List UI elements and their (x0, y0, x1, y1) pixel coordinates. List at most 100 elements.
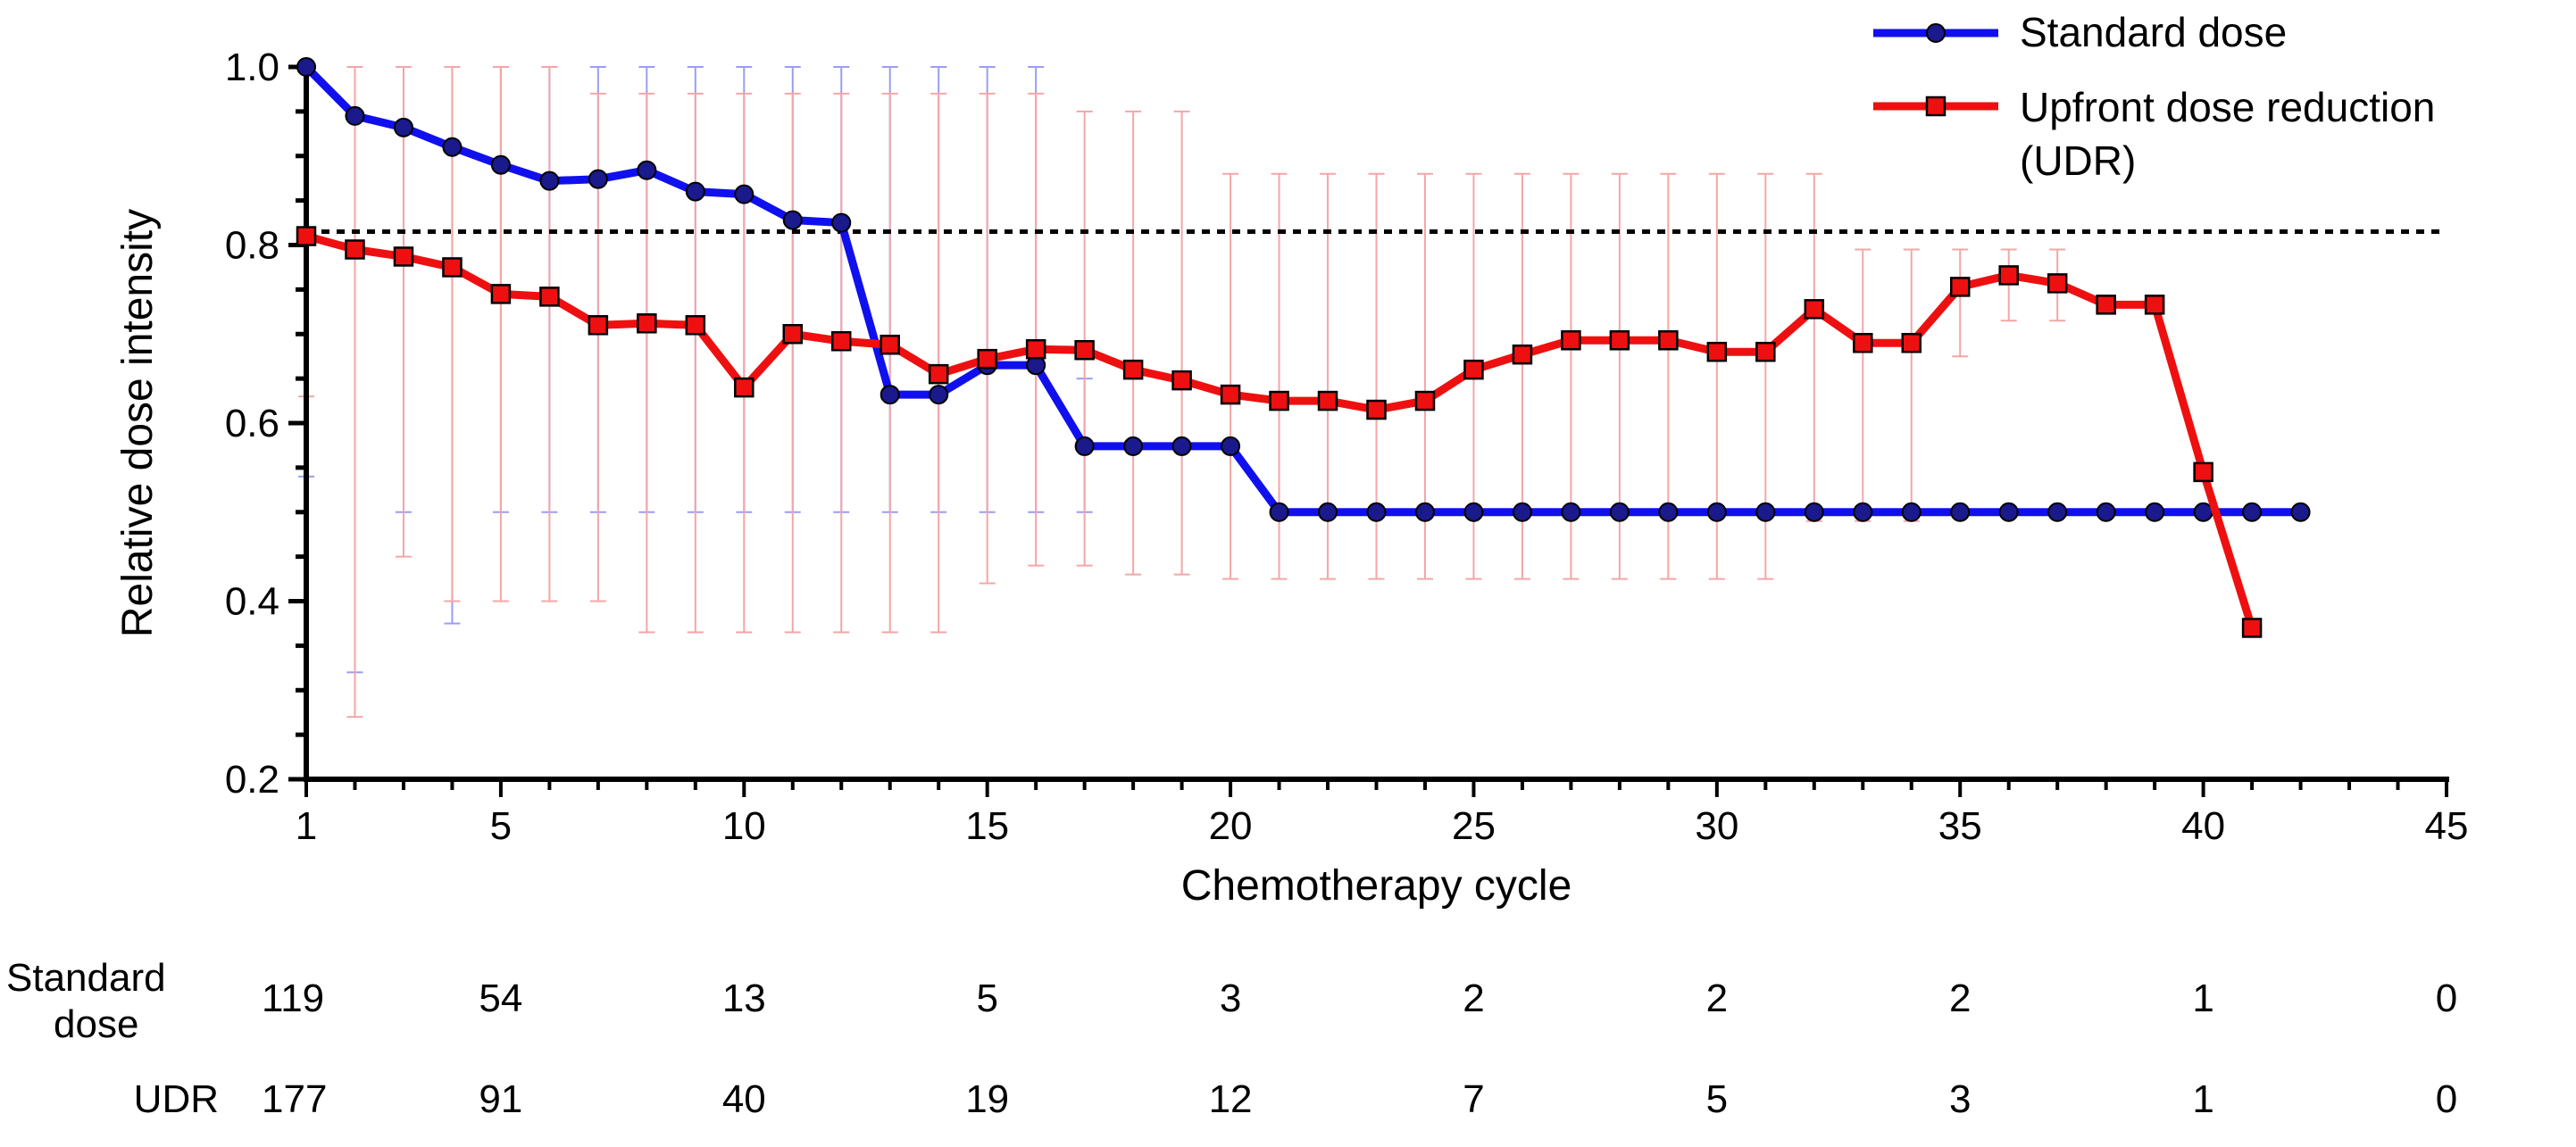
errorbars-layer (298, 66, 2066, 719)
point-udr (734, 377, 754, 398)
y-tick-label: 1.0 (225, 46, 279, 89)
risk-cell: 54 (479, 977, 522, 1020)
y-tick-label: 0.4 (225, 580, 279, 624)
point-udr (2144, 295, 2165, 315)
risk-cell: 91 (479, 1077, 522, 1121)
legend-label-standard: Standard dose (2020, 9, 2287, 55)
point-udr (1025, 338, 1046, 360)
risk-cell: 7 (1463, 1077, 1484, 1121)
point-udr (393, 246, 414, 267)
risk-cell: 2 (1463, 977, 1484, 1020)
risk-cell: 12 (1209, 1077, 1253, 1121)
point-standard (637, 160, 657, 180)
point-udr (1658, 329, 1679, 351)
point-standard (782, 210, 803, 230)
point-standard (2096, 502, 2116, 522)
x-tick-label: 5 (490, 804, 512, 848)
point-standard (1561, 502, 1581, 522)
series-layer (296, 57, 2311, 638)
point-standard (1950, 502, 1971, 522)
point-standard (1269, 502, 1289, 522)
point-udr (1122, 359, 1144, 380)
point-udr (1366, 399, 1387, 420)
risk-cell: 5 (1706, 1077, 1728, 1121)
point-standard (831, 212, 852, 233)
point-standard (1414, 502, 1435, 522)
point-udr (1706, 341, 1728, 362)
point-udr (296, 226, 317, 246)
point-standard (2290, 502, 2311, 522)
risk-cell: 2 (1706, 977, 1728, 1020)
legend: Standard dose Upfront dose reduction (UDR) (1873, 9, 2435, 184)
risk-row-label-standard-line1: Standard (6, 956, 166, 1000)
point-standard (2145, 502, 2165, 522)
point-udr (1804, 299, 1825, 320)
point-standard (296, 57, 316, 77)
point-udr (442, 257, 463, 278)
x-tick-label: 40 (2181, 804, 2225, 848)
risk-cell: 177 (262, 1077, 327, 1121)
risk-cell: 3 (1220, 977, 1241, 1020)
point-standard (1318, 502, 1338, 522)
point-udr (928, 363, 949, 385)
x-tick-label: 15 (965, 804, 1009, 848)
point-udr (1755, 341, 1776, 362)
point-udr (490, 284, 512, 304)
point-standard (880, 385, 900, 405)
point-udr (831, 330, 852, 352)
risk-cell: 119 (262, 977, 324, 1020)
point-udr (2096, 295, 2116, 315)
point-standard (1755, 502, 1776, 522)
series-line-standard (303, 63, 2301, 517)
y-tick-label: 0.6 (225, 402, 279, 445)
risk-row-label-udr: UDR (134, 1077, 219, 1121)
point-udr (1949, 277, 1971, 297)
point-standard (1512, 502, 1532, 522)
risk-cell: 1 (2192, 1077, 2213, 1121)
point-standard (1706, 502, 1727, 522)
point-udr (1220, 384, 1241, 405)
point-udr (1512, 344, 1533, 365)
point-standard (685, 181, 705, 202)
point-udr (1317, 390, 1338, 411)
point-standard (588, 169, 608, 189)
legend-label-udr-line1: Upfront dose reduction (2020, 84, 2435, 130)
risk-row-label-standard-line2: dose (54, 1002, 138, 1046)
axis-titles: Chemotherapy cycle Relative dose intensi… (114, 209, 1571, 910)
point-udr (1901, 332, 1922, 353)
point-udr (880, 334, 900, 355)
x-tick-label: 30 (1695, 804, 1738, 848)
point-udr (1853, 332, 1873, 353)
point-standard (1366, 502, 1387, 522)
point-standard (1463, 502, 1484, 522)
point-udr (637, 313, 657, 334)
point-udr (782, 324, 804, 345)
risk-cell: 2 (1949, 977, 1971, 1020)
point-udr (1463, 359, 1484, 380)
point-udr (588, 315, 609, 336)
point-standard (345, 105, 365, 126)
point-udr (977, 348, 997, 370)
point-standard (1221, 436, 1241, 456)
y-tick-label: 0.8 (225, 224, 279, 268)
y-axis-title: Relative dose intensity (114, 209, 162, 637)
x-tick-label: 10 (722, 804, 766, 848)
risk-cell: 5 (976, 977, 997, 1020)
x-tick-label: 25 (1452, 804, 1496, 848)
point-standard (734, 184, 754, 204)
risk-cell: 40 (722, 1077, 766, 1121)
point-udr (685, 315, 706, 336)
risk-cell: 13 (722, 977, 766, 1020)
x-tick-label: 20 (1209, 804, 1253, 848)
point-standard (1609, 502, 1630, 522)
point-udr (1609, 329, 1630, 351)
risk-cell: 3 (1949, 1077, 1971, 1121)
legend-marker-standard (1926, 23, 1946, 43)
legend-label-udr-line2: (UDR) (2020, 137, 2136, 184)
point-standard (1074, 436, 1095, 456)
point-udr (2193, 461, 2213, 483)
point-standard (490, 154, 511, 175)
point-standard (2193, 502, 2213, 522)
